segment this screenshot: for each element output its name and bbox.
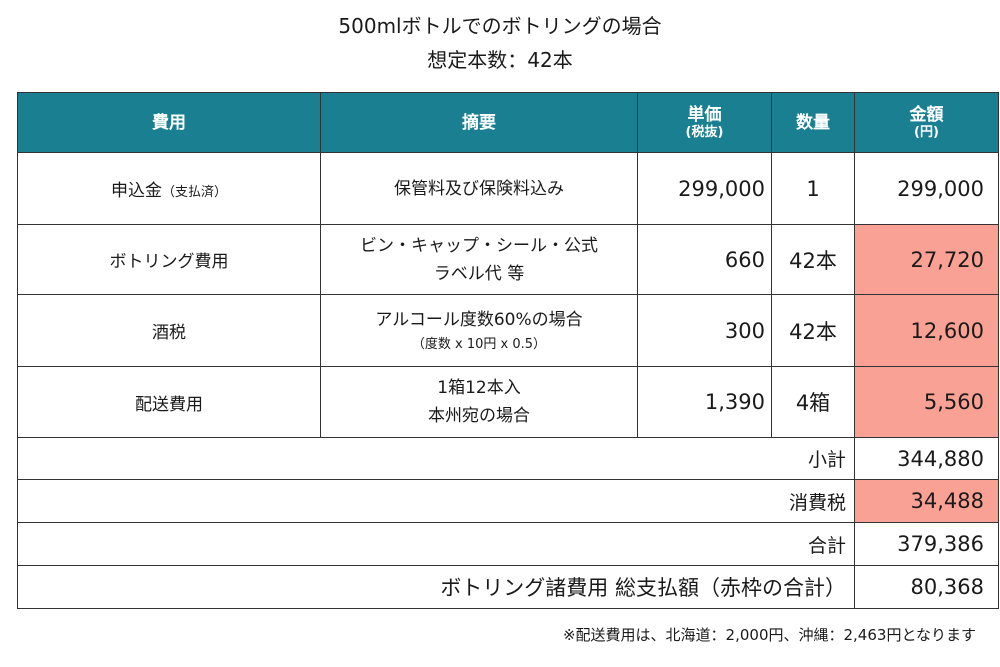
row-summary: 1箱12本入 本州宛の場合: [320, 366, 638, 438]
tax-label: 消費税: [17, 479, 855, 523]
header-amount-label: 金額: [909, 104, 944, 125]
row-summary-line1: 1箱12本入: [437, 378, 521, 398]
row-amount: 299,000: [854, 152, 999, 225]
row-summary-line1: 保管料及び保険料込み: [394, 178, 564, 199]
header-unit-price-label: 単価: [687, 104, 722, 125]
bottling-total-row: ボトリング諸費用 総支払額（赤枠の合計） 80,368: [17, 565, 999, 609]
table-row: 申込金（支払済） 保管料及び保険料込み 299,000 1 299,000: [17, 152, 999, 225]
row-summary-line1: ビン・キャップ・シール・公式: [360, 235, 598, 256]
table-header-row: 費用 摘要 単価 (税抜) 数量 金額 (円): [17, 92, 999, 153]
total-label: 合計: [17, 522, 855, 566]
row-item: 配送費用: [17, 366, 321, 438]
header-summary: 摘要: [320, 92, 638, 153]
header-amount-sub: (円): [914, 124, 939, 140]
row-item-note: （支払済）: [161, 185, 227, 200]
tax-value: 34,488: [854, 479, 999, 523]
row-amount-highlighted: 12,600: [854, 294, 999, 367]
row-summary-line2: 本州宛の場合: [428, 406, 530, 426]
row-quantity: 42本: [771, 294, 855, 367]
row-quantity: 1: [771, 152, 855, 225]
page-title: 500mlボトルでのボトリングの場合: [338, 14, 662, 38]
row-item: 申込金（支払済）: [17, 152, 321, 225]
row-summary: 保管料及び保険料込み: [320, 152, 638, 225]
row-item-label: 申込金: [110, 181, 162, 201]
row-unit-price: 660: [637, 224, 772, 295]
row-unit-price: 300: [637, 294, 772, 367]
row-item: ボトリング費用: [17, 224, 321, 295]
row-quantity: 42本: [771, 224, 855, 295]
row-unit-price: 1,390: [637, 366, 772, 438]
row-quantity: 4箱: [771, 366, 855, 438]
row-summary: ビン・キャップ・シール・公式 ラベル代 等: [320, 224, 638, 295]
row-unit-price: 299,000: [637, 152, 772, 225]
row-amount-highlighted: 27,720: [854, 224, 999, 295]
row-item: 酒税: [17, 294, 321, 367]
header-unit-price-sub: (税抜): [685, 124, 724, 140]
tax-row: 消費税 34,488: [17, 479, 999, 523]
table-row: ボトリング費用 ビン・キャップ・シール・公式 ラベル代 等 660 42本 27…: [17, 224, 999, 295]
header-item: 費用: [17, 92, 321, 153]
table-row: 配送費用 1箱12本入 本州宛の場合 1,390 4箱 5,560: [17, 366, 999, 438]
row-amount-highlighted: 5,560: [854, 366, 999, 438]
header-quantity: 数量: [771, 92, 855, 153]
table-row: 酒税 アルコール度数60%の場合 （度数 x 10円 x 0.5） 300 42…: [17, 294, 999, 367]
footnote: ※配送費用は、北海道：2,000円、沖縄：2,463円となります: [562, 626, 976, 644]
page-subtitle: 想定本数：42本: [427, 48, 573, 72]
bottling-total-label: ボトリング諸費用 総支払額（赤枠の合計）: [17, 565, 855, 609]
row-summary-line2: ラベル代 等: [433, 263, 525, 284]
cost-table: 費用 摘要 単価 (税抜) 数量 金額 (円) 申込金（支払済） 保管料及び保険…: [17, 92, 999, 609]
subtotal-row: 小計 344,880: [17, 437, 999, 480]
row-summary-line2: （度数 x 10円 x 0.5）: [411, 336, 547, 352]
subtotal-label: 小計: [17, 437, 855, 480]
row-summary-line1: アルコール度数60%の場合: [375, 309, 583, 330]
header-unit-price: 単価 (税抜): [637, 92, 772, 153]
total-row: 合計 379,386: [17, 522, 999, 566]
row-summary: アルコール度数60%の場合 （度数 x 10円 x 0.5）: [320, 294, 638, 367]
bottling-total-value: 80,368: [854, 565, 999, 609]
total-value: 379,386: [854, 522, 999, 566]
header-amount: 金額 (円): [854, 92, 999, 153]
subtotal-value: 344,880: [854, 437, 999, 480]
